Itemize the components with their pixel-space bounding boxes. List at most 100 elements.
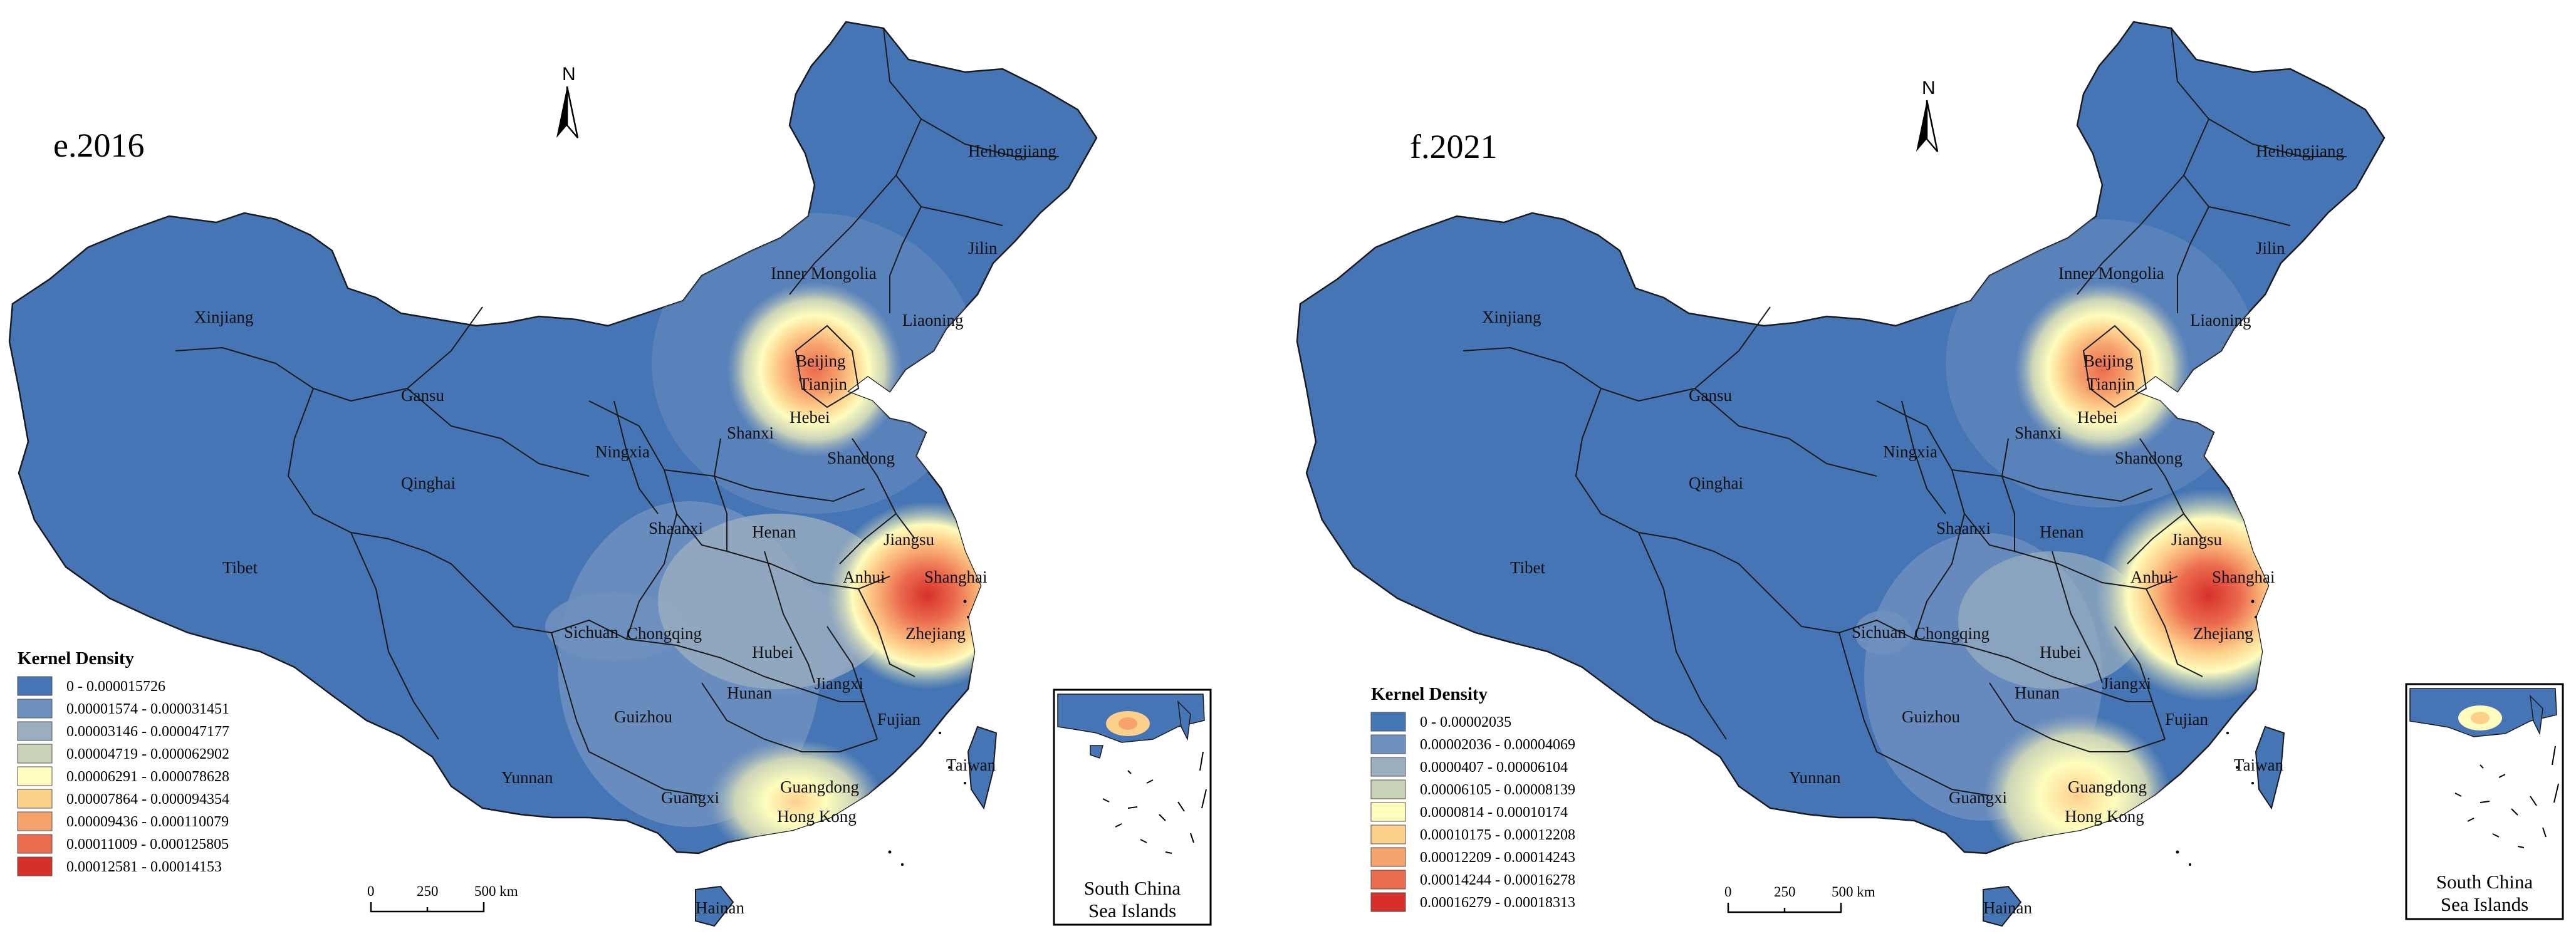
svg-text:Tibet: Tibet [1510,558,1546,577]
legend-swatch [17,721,53,741]
svg-text:0: 0 [367,883,375,899]
legend-label: 0.00012209 - 0.00014243 [1420,850,1575,866]
svg-text:Hebei: Hebei [790,408,830,427]
svg-text:Hong Kong: Hong Kong [2065,807,2144,826]
legend-swatch [1370,870,1406,890]
legend-label: 0.00010175 - 0.00012208 [1420,827,1575,843]
hainan-island [1983,885,2022,927]
svg-text:Guangxi: Guangxi [661,788,719,807]
panel-title: e.2016 [53,127,144,164]
svg-text:Jiangxi: Jiangxi [815,674,863,693]
svg-text:Zhejiang: Zhejiang [2193,624,2253,643]
north-arrow: N [556,64,579,138]
scale-bar: 0 250 500 km [367,883,518,913]
taiwan-island [2255,725,2285,810]
svg-text:Tianjin: Tianjin [2087,375,2135,393]
legend-swatch [1370,824,1406,844]
svg-text:Qinghai: Qinghai [1689,474,1743,492]
legend-label: 0.00016279 - 0.00018313 [1420,895,1575,911]
svg-text:Hong Kong: Hong Kong [777,807,857,826]
svg-text:Shandong: Shandong [2115,449,2182,467]
province-borders [1463,28,2347,796]
province-labels: Heilongjiang Jilin Liaoning Inner Mongol… [1482,142,2344,917]
svg-text:Xinjiang: Xinjiang [1482,308,1541,326]
svg-text:Shanxi: Shanxi [727,424,774,442]
svg-text:Hubei: Hubei [752,643,793,662]
legend-swatch [1370,757,1406,777]
svg-text:Shanghai: Shanghai [2212,568,2275,586]
svg-text:Guangdong: Guangdong [780,777,859,796]
svg-text:Inner Mongolia: Inner Mongolia [771,264,877,283]
svg-text:Guizhou: Guizhou [1902,707,1960,726]
svg-text:500 km: 500 km [1832,884,1875,900]
svg-text:Xinjiang: Xinjiang [194,308,254,326]
legend-swatch [1370,712,1406,732]
svg-text:South China: South China [1084,877,1181,899]
legend-swatch [17,811,53,831]
svg-text:Sea Islands: Sea Islands [1088,900,1176,922]
svg-text:Qinghai: Qinghai [401,474,456,492]
svg-text:Fujian: Fujian [2165,710,2209,729]
svg-text:Guangdong: Guangdong [2068,777,2147,796]
legend-swatch [17,834,53,854]
legend-swatch [17,766,53,786]
svg-text:Tibet: Tibet [222,558,258,577]
legend-label: 0.00006105 - 0.00008139 [1420,782,1575,798]
legend-swatch [1370,802,1406,822]
legend-label: 0.00007864 - 0.000094354 [66,791,229,808]
svg-text:Chongqing: Chongqing [627,624,702,643]
svg-text:Yunnan: Yunnan [501,768,553,787]
legend-label: 0 - 0.000015726 [66,678,165,695]
legend-label: 0.00003146 - 0.000047177 [66,724,229,740]
legend-swatch [1370,734,1406,754]
svg-text:Hebei: Hebei [2077,408,2117,427]
svg-text:Zhejiang: Zhejiang [905,624,966,643]
svg-text:Hubei: Hubei [2040,643,2081,662]
legend-label: 0.00014244 - 0.00016278 [1420,872,1575,888]
legend-label: 0.0000407 - 0.00006104 [1420,759,1568,776]
svg-text:Ningxia: Ningxia [1883,442,1937,461]
svg-text:South China: South China [2436,871,2533,893]
legend-label: 0.00002036 - 0.00004069 [1420,737,1575,753]
svg-text:Sea Islands: Sea Islands [2441,893,2528,915]
svg-text:Fujian: Fujian [877,710,921,729]
svg-text:Shanxi: Shanxi [2015,424,2062,442]
svg-text:Beijing: Beijing [796,351,846,370]
province-labels: Heilongjiang Jilin Liaoning Inner Mongol… [194,142,1056,917]
legend-swatch [1370,892,1406,912]
svg-text:0: 0 [1724,884,1732,900]
svg-text:Henan: Henan [2040,522,2084,541]
legend-swatch [17,856,53,876]
islands [695,725,998,927]
svg-text:Yunnan: Yunnan [1789,768,1841,787]
map-panel-2016: Heilongjiang Jilin Liaoning Inner Mongol… [8,21,1212,927]
svg-text:Shaanxi: Shaanxi [649,519,703,538]
legend-label: 0.00011009 - 0.000125805 [66,836,229,853]
svg-text:Hunan: Hunan [727,683,772,702]
svg-text:Gansu: Gansu [401,386,444,405]
legend-swatch [17,789,53,809]
svg-text:Inner Mongolia: Inner Mongolia [2058,264,2164,283]
legend: Kernel Density 0 - 0.00002035 0.00002036 … [1370,684,1575,912]
svg-text:Gansu: Gansu [1689,386,1732,405]
svg-text:Chongqing: Chongqing [1914,624,1989,643]
legend-swatch [1370,847,1406,867]
legend-swatch [17,699,53,719]
north-arrow: N [1916,78,1939,152]
svg-text:Liaoning: Liaoning [902,311,963,330]
inset-map: South China Sea Islands [1053,689,1212,926]
shanghai-coast-dots [2176,600,2257,866]
svg-text:N: N [1922,78,1936,98]
svg-text:Kernel Density: Kernel Density [18,648,135,668]
svg-text:Kernel Density: Kernel Density [1371,684,1488,704]
svg-text:Tianjin: Tianjin [799,375,848,393]
legend-label: 0.00004719 - 0.000062902 [66,746,229,762]
svg-text:Sichuan: Sichuan [564,623,618,642]
legend-swatch [17,676,53,696]
svg-text:Taiwan: Taiwan [2234,756,2284,774]
svg-text:Ningxia: Ningxia [595,442,650,461]
legend-swatch [1370,779,1406,799]
density-surface [1855,219,2322,853]
svg-text:Jiangsu: Jiangsu [2171,530,2223,549]
